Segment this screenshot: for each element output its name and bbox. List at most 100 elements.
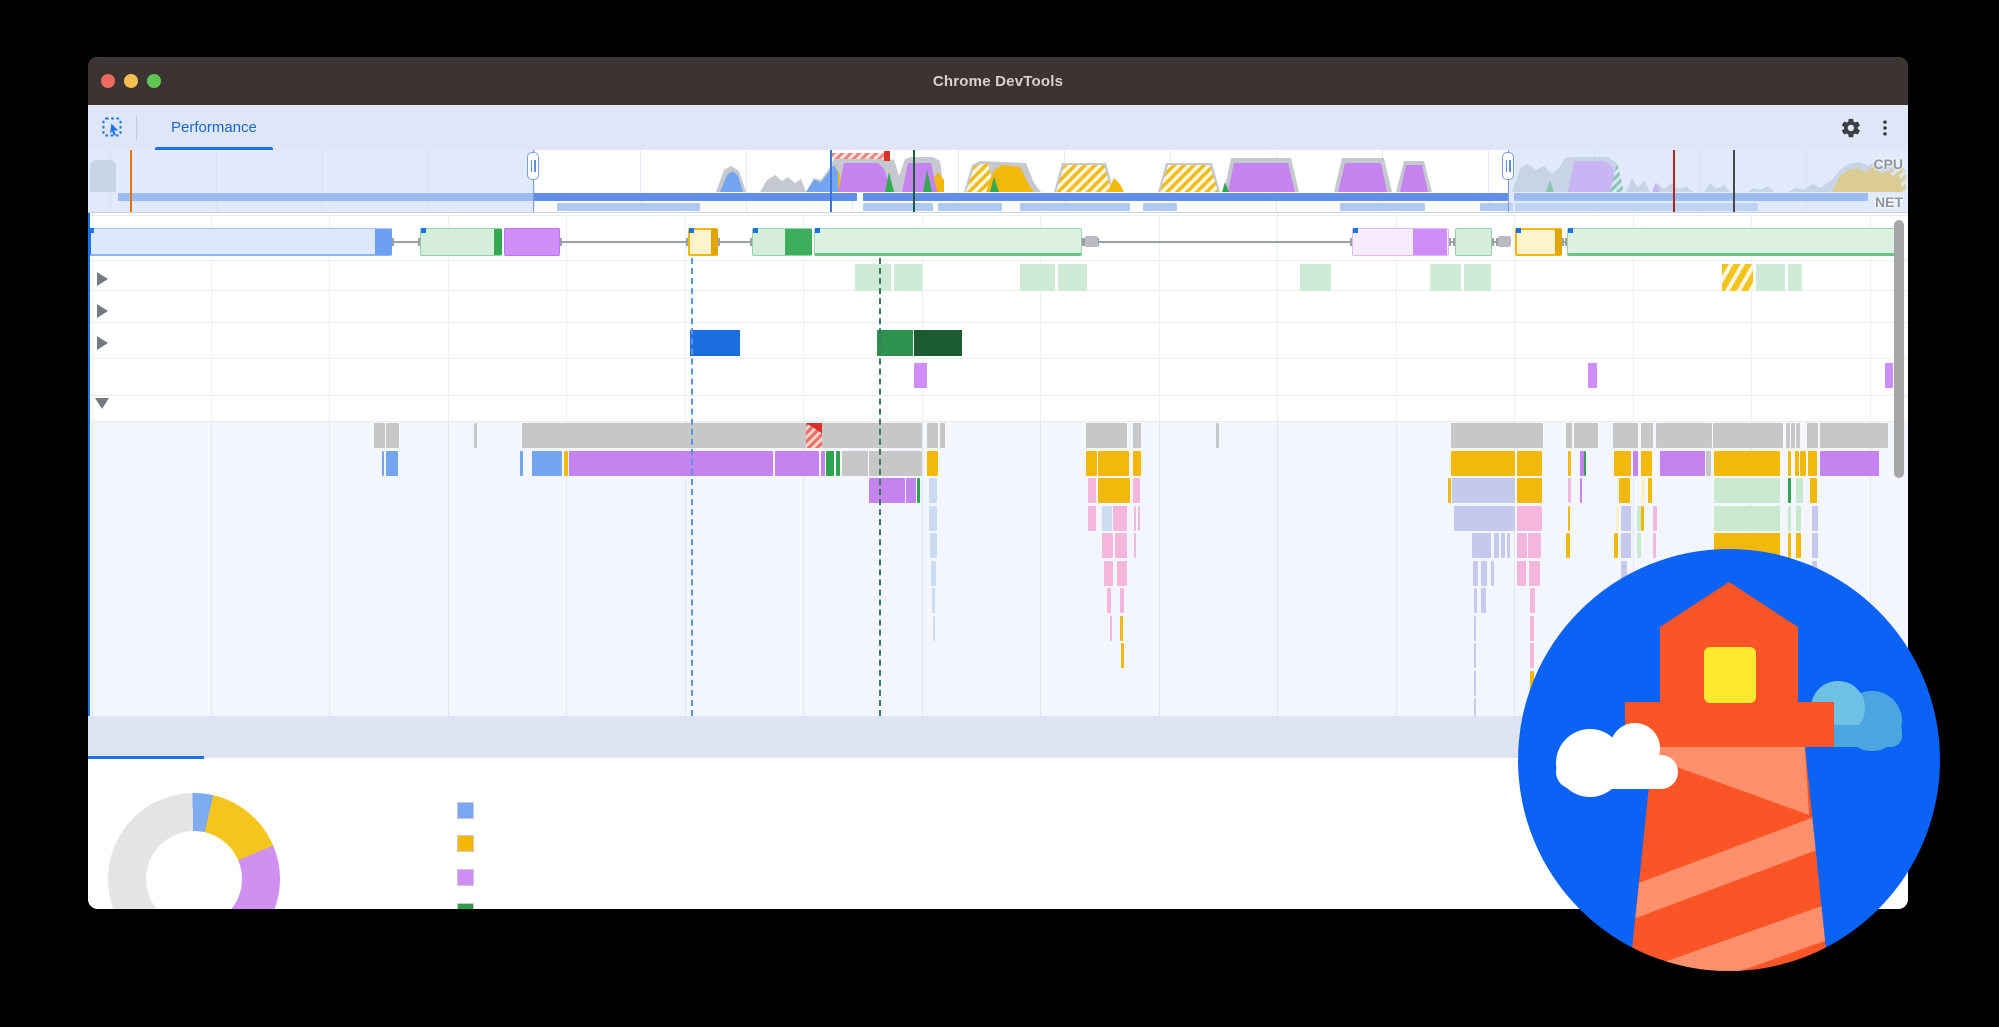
overview-window-handle[interactable] bbox=[1502, 152, 1514, 180]
flame-task-rect[interactable] bbox=[520, 450, 523, 476]
flame-task-rect[interactable] bbox=[933, 615, 935, 641]
flame-task-rect[interactable] bbox=[1812, 505, 1818, 531]
flame-task-rect[interactable] bbox=[1641, 478, 1645, 503]
settings-button[interactable] bbox=[1834, 111, 1868, 145]
flame-task-rect[interactable] bbox=[929, 505, 937, 531]
flame-task-rect[interactable] bbox=[1098, 478, 1130, 503]
flame-task-rect[interactable] bbox=[1086, 423, 1127, 448]
flame-task-rect[interactable] bbox=[1641, 423, 1653, 448]
flame-task-rect[interactable] bbox=[1714, 450, 1780, 476]
flame-task-rect[interactable] bbox=[1110, 615, 1112, 641]
flame-task-rect[interactable] bbox=[1517, 505, 1542, 531]
flame-task-rect[interactable] bbox=[1530, 643, 1534, 668]
flame-task-rect[interactable] bbox=[1102, 505, 1112, 531]
flame-task-rect[interactable] bbox=[386, 450, 398, 476]
flame-task-rect[interactable] bbox=[1474, 588, 1477, 613]
flame-task-rect[interactable] bbox=[1134, 533, 1136, 558]
layout-shift-tick[interactable] bbox=[914, 363, 927, 388]
flame-task-rect[interactable] bbox=[374, 423, 385, 448]
flame-task-rect[interactable] bbox=[1474, 698, 1476, 716]
frame-block[interactable] bbox=[1788, 264, 1802, 291]
flame-task-rect[interactable] bbox=[1448, 478, 1451, 503]
flame-task-rect[interactable] bbox=[386, 423, 399, 448]
tab-performance[interactable]: Performance bbox=[143, 105, 285, 150]
flame-task-rect[interactable] bbox=[1138, 505, 1140, 531]
flame-task-rect[interactable] bbox=[1121, 643, 1124, 668]
flame-task-rect[interactable] bbox=[1568, 505, 1570, 531]
flame-task-rect[interactable] bbox=[842, 450, 868, 476]
flame-task-rect[interactable] bbox=[1451, 450, 1515, 476]
flame-task-rect[interactable] bbox=[940, 423, 945, 448]
flame-task-rect[interactable] bbox=[1621, 505, 1631, 531]
flame-task-rect[interactable] bbox=[836, 450, 840, 476]
flame-task-rect[interactable] bbox=[1474, 615, 1476, 641]
frame-block[interactable] bbox=[855, 264, 891, 291]
flame-task-rect[interactable] bbox=[927, 423, 938, 448]
flame-task-rect[interactable] bbox=[1452, 478, 1515, 503]
flame-task-rect[interactable] bbox=[1491, 560, 1494, 586]
flame-task-rect[interactable] bbox=[931, 560, 936, 586]
flame-task-rect[interactable] bbox=[1133, 450, 1141, 476]
flame-task-rect[interactable] bbox=[1796, 505, 1801, 531]
flame-task-rect[interactable] bbox=[1481, 588, 1486, 613]
flame-task-rect[interactable] bbox=[564, 450, 568, 476]
layout-shift-tick[interactable] bbox=[1588, 363, 1597, 388]
flame-task-rect[interactable] bbox=[1528, 533, 1541, 558]
network-request-bar[interactable] bbox=[504, 228, 560, 256]
flame-task-rect[interactable] bbox=[1517, 478, 1542, 503]
flame-task-rect[interactable] bbox=[1713, 423, 1783, 448]
flame-task-rect[interactable] bbox=[1451, 423, 1543, 448]
flame-task-rect[interactable] bbox=[1530, 615, 1534, 641]
flame-task-rect[interactable] bbox=[1530, 588, 1535, 613]
flame-task-rect[interactable] bbox=[1088, 505, 1096, 531]
flame-task-rect[interactable] bbox=[1810, 478, 1817, 503]
flame-task-rect[interactable] bbox=[1614, 533, 1618, 558]
frame-block[interactable] bbox=[1058, 264, 1087, 291]
flame-task-rect[interactable] bbox=[1133, 478, 1140, 503]
flame-task-rect[interactable] bbox=[917, 478, 920, 503]
flame-task-rect[interactable] bbox=[1616, 505, 1619, 531]
flame-task-rect[interactable] bbox=[1529, 560, 1540, 586]
flame-task-rect[interactable] bbox=[1653, 505, 1657, 531]
flame-task-rect[interactable] bbox=[1481, 560, 1487, 586]
flame-task-rect[interactable] bbox=[1574, 423, 1598, 448]
flame-task-rect[interactable] bbox=[1568, 478, 1571, 503]
flame-task-rect[interactable] bbox=[1584, 450, 1586, 476]
flame-task-rect[interactable] bbox=[1494, 533, 1499, 558]
flame-task-rect[interactable] bbox=[1714, 478, 1780, 503]
flame-task-rect[interactable] bbox=[869, 450, 922, 476]
flame-task-rect[interactable] bbox=[1501, 533, 1505, 558]
flame-task-rect[interactable] bbox=[1517, 450, 1542, 476]
flame-task-rect[interactable] bbox=[1633, 450, 1638, 476]
network-request-bar[interactable] bbox=[420, 228, 502, 256]
timing-block[interactable] bbox=[690, 330, 740, 356]
flame-task-rect[interactable] bbox=[1807, 423, 1818, 448]
flame-task-rect[interactable] bbox=[1580, 478, 1582, 503]
flame-task-rect[interactable] bbox=[1566, 423, 1572, 448]
flame-task-rect[interactable] bbox=[1796, 533, 1801, 558]
flame-task-rect[interactable] bbox=[1656, 423, 1712, 448]
flame-task-rect[interactable] bbox=[522, 423, 806, 448]
flame-task-rect[interactable] bbox=[1120, 615, 1123, 641]
flame-task-rect[interactable] bbox=[906, 478, 916, 503]
overview-window-handle[interactable] bbox=[527, 152, 539, 180]
flame-task-rect[interactable] bbox=[1800, 450, 1806, 476]
flame-task-rect[interactable] bbox=[1795, 450, 1799, 476]
frame-block[interactable] bbox=[1020, 264, 1055, 291]
timing-block[interactable] bbox=[877, 330, 913, 356]
network-request-bar[interactable] bbox=[1455, 228, 1492, 256]
window-titlebar[interactable]: Chrome DevTools bbox=[88, 57, 1908, 105]
flame-task-rect[interactable] bbox=[1133, 423, 1141, 448]
timeline-overview[interactable]: CPU NET bbox=[88, 150, 1908, 213]
flame-task-rect[interactable] bbox=[1621, 560, 1627, 586]
zoom-window-button[interactable] bbox=[147, 74, 161, 88]
track-expand-arrow[interactable] bbox=[97, 336, 108, 350]
flame-task-rect[interactable] bbox=[822, 423, 922, 448]
track-collapse-arrow[interactable] bbox=[95, 398, 109, 409]
flame-task-rect[interactable] bbox=[1517, 533, 1527, 558]
flame-task-rect[interactable] bbox=[869, 478, 905, 503]
flame-task-rect[interactable] bbox=[1117, 560, 1127, 586]
flame-task-rect[interactable] bbox=[1812, 533, 1818, 558]
network-request-bar[interactable] bbox=[814, 228, 1082, 256]
flame-task-rect[interactable] bbox=[1104, 560, 1113, 586]
